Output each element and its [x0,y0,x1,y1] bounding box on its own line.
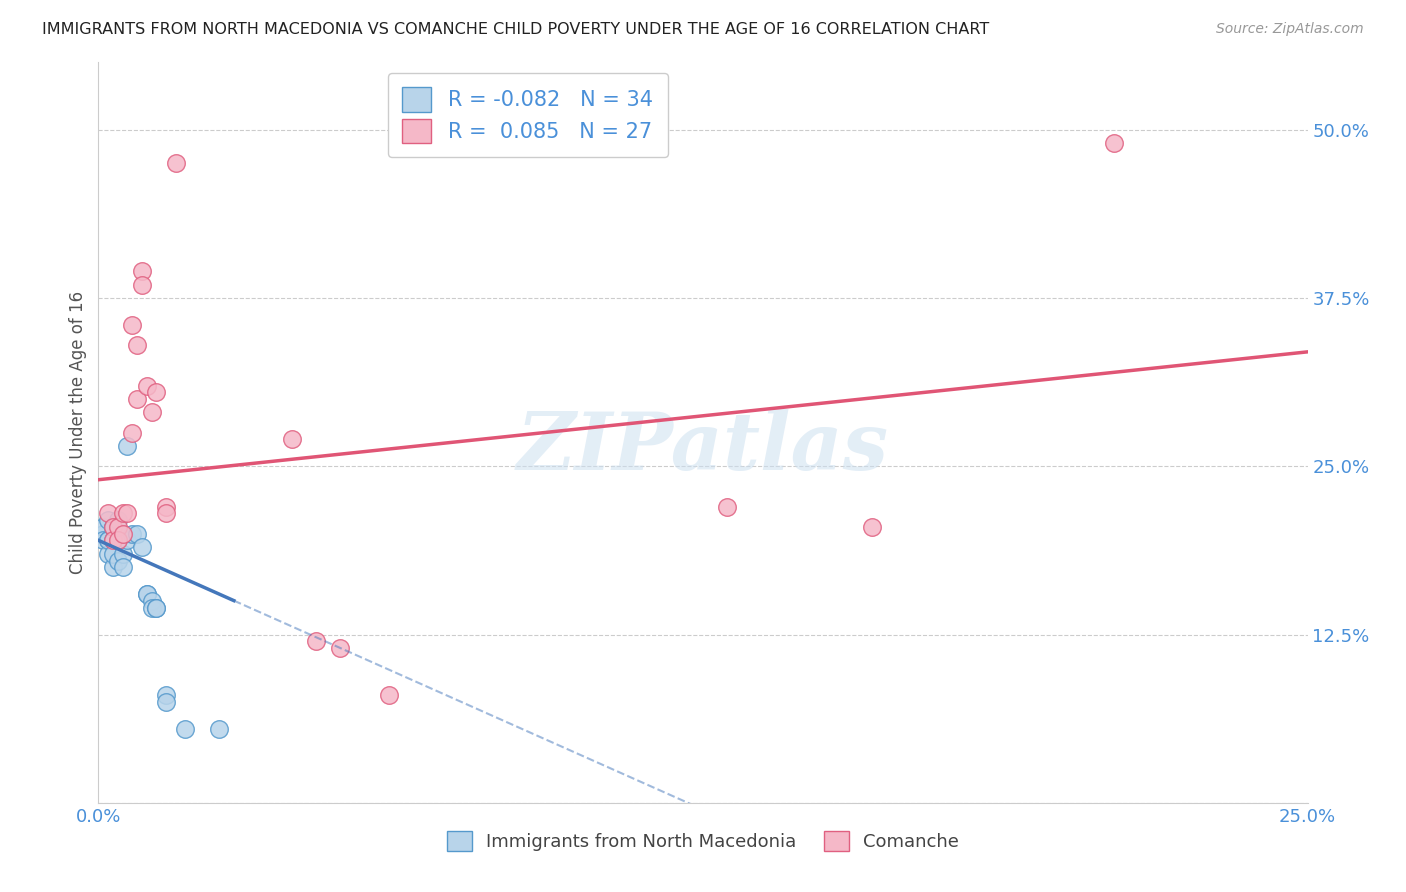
Point [117,533,139,548]
Text: IMMIGRANTS FROM NORTH MACEDONIA VS COMANCHE CHILD POVERTY UNDER THE AGE OF 16 CO: IMMIGRANTS FROM NORTH MACEDONIA VS COMAN… [42,22,990,37]
Point [107,513,129,527]
Point [91,520,114,534]
Point [135,587,157,601]
Point [305,634,328,648]
Legend: Immigrants from North Macedonia, Comanche: Immigrants from North Macedonia, Comanch… [437,822,969,861]
Point [101,533,124,548]
Point [141,600,163,615]
Point [165,156,187,170]
Point [97,533,120,548]
Point [107,533,129,548]
Point [107,520,129,534]
Point [101,533,124,548]
Point [145,385,167,400]
Point [155,688,177,702]
Point [145,600,167,615]
Point [91,526,114,541]
Point [127,526,149,541]
Point [117,439,139,453]
Point [281,433,304,447]
Point [131,540,153,554]
Point [155,507,177,521]
Point [174,722,197,736]
Point [111,526,134,541]
Point [127,392,149,406]
Point [101,520,124,534]
Point [117,507,139,521]
Point [111,560,134,574]
Point [860,520,883,534]
Point [111,526,134,541]
Point [716,500,738,514]
Point [155,500,177,514]
Point [97,533,120,548]
Point [127,338,149,352]
Point [145,600,167,615]
Text: ZIPatlas: ZIPatlas [517,409,889,486]
Point [101,520,124,534]
Point [121,526,143,541]
Y-axis label: Child Poverty Under the Age of 16: Child Poverty Under the Age of 16 [69,291,87,574]
Point [101,520,124,534]
Text: Source: ZipAtlas.com: Source: ZipAtlas.com [1216,22,1364,37]
Point [97,507,120,521]
Point [377,688,399,702]
Point [155,695,177,709]
Point [101,560,124,574]
Point [107,533,129,548]
Point [101,547,124,561]
Point [141,594,163,608]
Point [329,640,352,655]
Point [121,318,143,332]
Point [135,587,157,601]
Point [97,547,120,561]
Point [111,507,134,521]
Point [91,533,114,548]
Point [97,513,120,527]
Point [121,425,143,440]
Point [208,722,231,736]
Point [107,533,129,548]
Point [111,547,134,561]
Point [141,405,163,419]
Point [107,553,129,567]
Point [131,277,153,292]
Point [135,378,157,392]
Point [131,264,153,278]
Point [1102,136,1125,151]
